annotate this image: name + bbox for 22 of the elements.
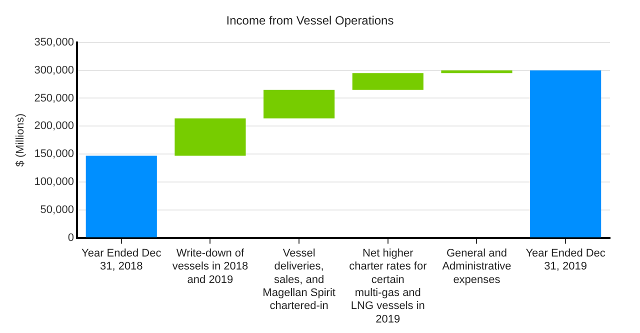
bar	[352, 73, 424, 90]
bar	[441, 70, 512, 74]
bar	[174, 118, 246, 156]
x-tick-label: Write-down of vessels in 2018 and 2019	[172, 247, 248, 286]
chart-title: Income from Vessel Operations	[226, 14, 394, 28]
y-tick-label: 250,000	[34, 92, 74, 104]
x-tick-label: Year Ended Dec 31, 2018	[82, 247, 162, 273]
y-tick-label: 300,000	[34, 64, 74, 76]
y-tick-label: 100,000	[34, 176, 74, 188]
x-tick-label: Year Ended Dec 31, 2019	[526, 247, 606, 273]
y-axis-title: $ (Millions)	[14, 114, 27, 167]
bar	[264, 90, 335, 118]
y-tick-label: 50,000	[40, 204, 74, 216]
x-tick-label: General and Administrative expenses	[442, 247, 512, 286]
y-tick-label: 200,000	[34, 120, 74, 132]
x-tick-label: Net higher charter rates for certain multi-gas and LNG vessels in 2019	[349, 247, 428, 326]
y-tick-label: 150,000	[34, 148, 74, 160]
y-tick-label: 350,000	[34, 36, 74, 48]
y-tick-label: 0	[68, 232, 74, 244]
bar	[530, 70, 602, 238]
bar	[86, 156, 157, 238]
x-tick-label: Vessel deliveries, sales, and Magellan Spirit chartered-in	[262, 247, 336, 312]
